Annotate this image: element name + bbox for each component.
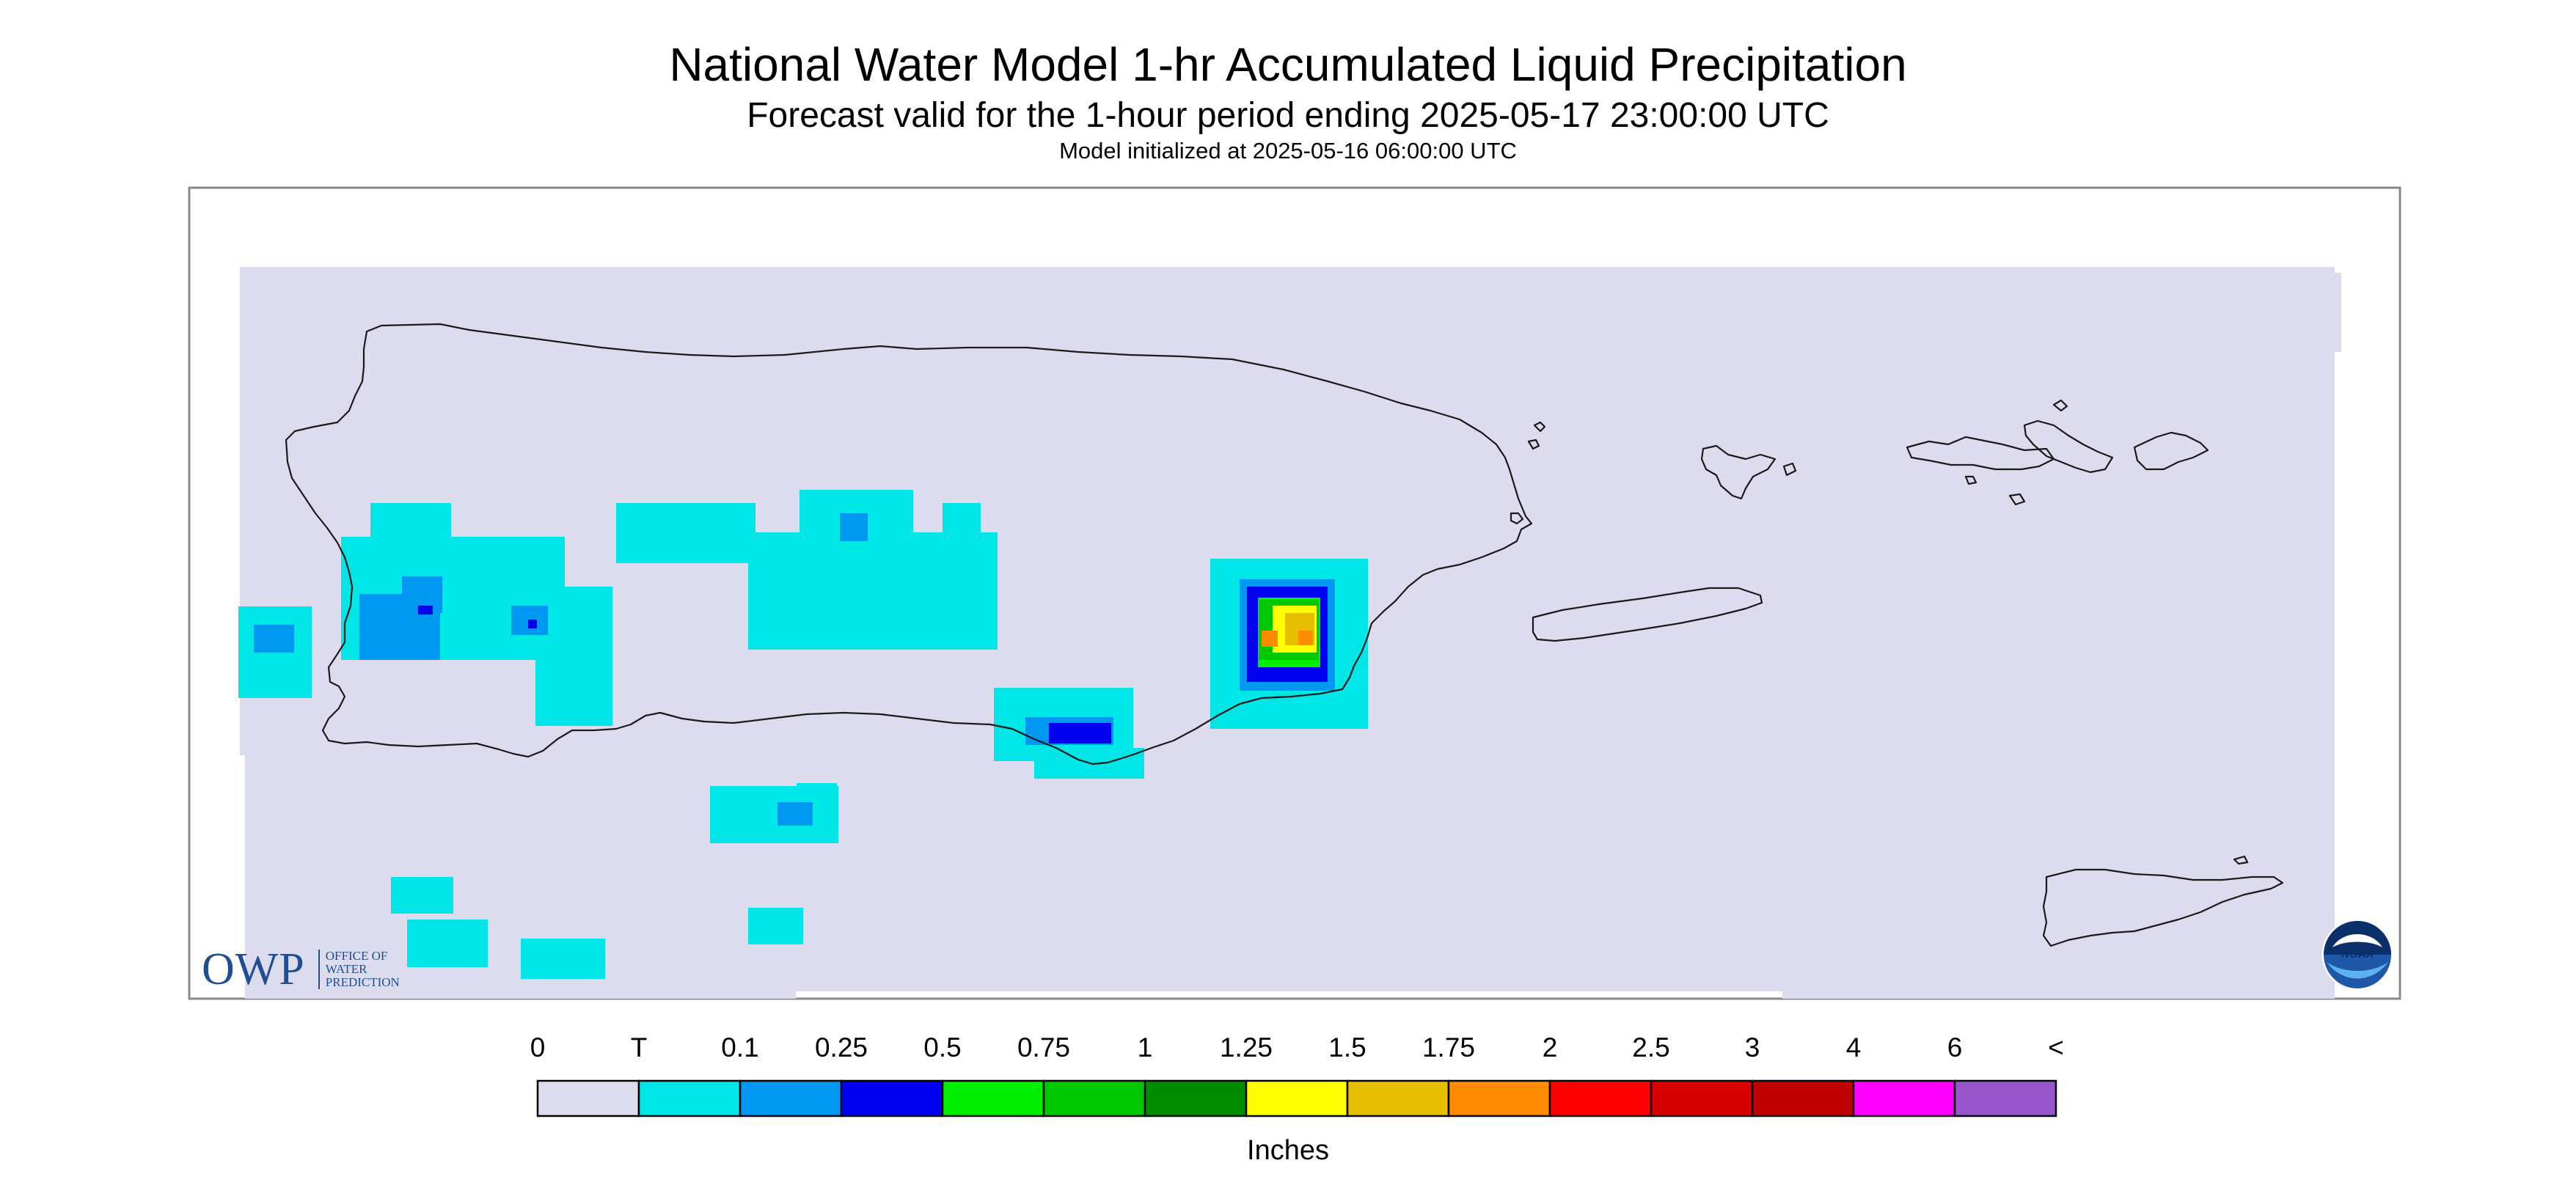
- precip-cell: [1298, 631, 1313, 645]
- colorbar-units: Inches: [1247, 1135, 1329, 1166]
- colorbar-swatch: [1144, 1079, 1248, 1117]
- precip-cell: [407, 919, 488, 967]
- precip-cell: [391, 877, 453, 914]
- colorbar-swatch: [941, 1079, 1045, 1117]
- colorbar-swatch: [1953, 1079, 2057, 1117]
- map-title: National Water Model 1-hr Accumulated Li…: [669, 38, 1907, 91]
- precip-cell: [535, 587, 612, 726]
- precip-cell: [254, 625, 294, 653]
- colorbar-swatch: [1447, 1079, 1551, 1117]
- puerto-rico-outline: [285, 323, 1533, 766]
- colorbar-swatch: [1852, 1079, 1956, 1117]
- precip-cells: [238, 490, 1368, 979]
- colorbar-swatch: [840, 1079, 944, 1117]
- colorbar-tick-label: 1: [1137, 1032, 1153, 1062]
- colorbar-tick-label: 1.5: [1328, 1032, 1366, 1062]
- colorbar: [536, 1079, 2057, 1117]
- culebrita-islets: [1510, 421, 1546, 525]
- owp-caption-line1: Office of: [325, 949, 388, 963]
- noaa-logo: NOAA: [2321, 919, 2393, 991]
- st-john-outline: [2023, 399, 2114, 474]
- noaa-logo-text: NOAA: [2341, 948, 2374, 961]
- colorbar-tick-label: 3: [1744, 1032, 1760, 1062]
- colorbar-tick-label: 1.25: [1219, 1032, 1273, 1062]
- colorbar-swatch: [1548, 1079, 1653, 1117]
- precip-cell: [1262, 631, 1278, 647]
- precip-cell: [748, 908, 803, 944]
- colorbar-swatch: [1245, 1079, 1349, 1117]
- colorbar-tick-label: 2.5: [1632, 1032, 1670, 1062]
- precip-cell: [521, 939, 605, 979]
- colorbar-swatch: [739, 1079, 843, 1117]
- precip-cell: [840, 513, 868, 541]
- colorbar-tick-label: 0: [530, 1032, 546, 1062]
- precip-cell: [418, 606, 433, 614]
- colorbar-swatch: [637, 1079, 742, 1117]
- st-croix-outline: [2042, 855, 2284, 947]
- colorbar-swatch: [1751, 1079, 1855, 1117]
- precip-cell: [943, 503, 981, 548]
- colorbar-tick-label: 6: [1947, 1032, 1963, 1062]
- culebra-outline: [1700, 444, 1797, 500]
- colorbar-tick-label: 0.25: [814, 1032, 868, 1062]
- colorbar-tick-label: 0.75: [1017, 1032, 1070, 1062]
- owp-logo: OWP Office of Water Prediction: [202, 940, 436, 999]
- colorbar-tick-label: 1.75: [1421, 1032, 1475, 1062]
- colorbar-swatch: [1042, 1079, 1146, 1117]
- precip-cell: [1049, 723, 1111, 744]
- precip-cell: [528, 620, 537, 628]
- colorbar-tick-label: T: [630, 1032, 648, 1062]
- colorbar-tick-label: 0.1: [721, 1032, 759, 1062]
- precip-cell: [616, 503, 755, 563]
- model-init-time: Model initialized at 2025-05-16 06:00:00…: [1059, 138, 1517, 164]
- map-subtitle: Forecast valid for the 1-hour period end…: [747, 96, 1829, 135]
- owp-logo-mark: OWP: [202, 944, 305, 994]
- precip-cell: [777, 802, 813, 826]
- colorbar-swatch: [536, 1079, 640, 1117]
- vieques-outline: [1532, 587, 1763, 642]
- owp-caption-line3: Prediction: [325, 975, 400, 989]
- owp-logo-caption: Office of Water Prediction: [318, 950, 436, 989]
- colorbar-tick-label: <: [2048, 1032, 2064, 1062]
- colorbar-tick-label: 2: [1542, 1032, 1558, 1062]
- colorbar-tick-label: 4: [1845, 1032, 1862, 1062]
- colorbar-tick-label: 0.5: [923, 1032, 962, 1062]
- colorbar-swatch: [1650, 1079, 1754, 1117]
- bvi-outline: [1964, 431, 2209, 506]
- owp-caption-line2: Water: [325, 962, 367, 976]
- colorbar-swatch: [1346, 1079, 1450, 1117]
